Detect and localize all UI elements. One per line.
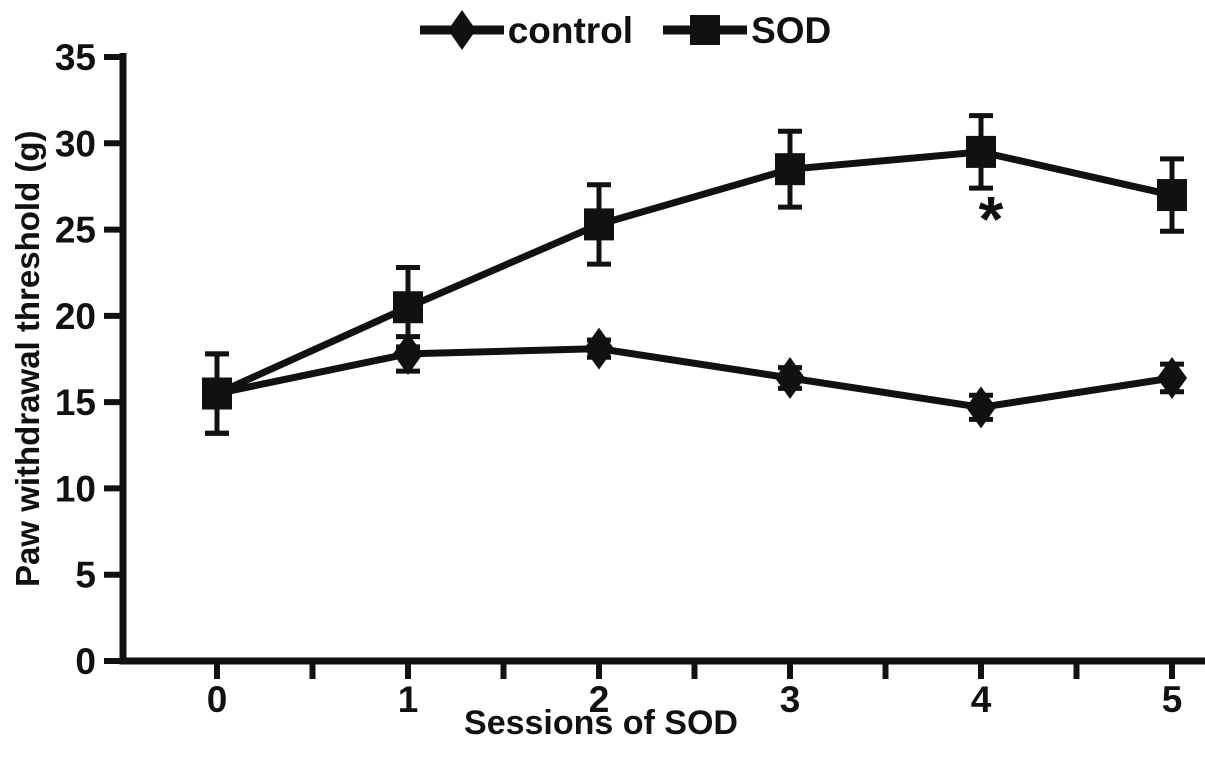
x-axis-title: Sessions of SOD <box>464 704 738 742</box>
marker-SOD <box>202 377 232 410</box>
y-tick-label: 20 <box>55 296 96 337</box>
significance-asterisk: * <box>979 183 1004 255</box>
marker-SOD <box>393 291 423 324</box>
marker-SOD <box>966 135 996 168</box>
marker-control <box>393 332 423 375</box>
legend-label-sod: SOD <box>751 9 832 51</box>
marker-control <box>584 327 614 370</box>
legend: control SOD <box>23 8 1205 52</box>
legend-item-sod: SOD <box>663 8 831 52</box>
x-tick-label: 2 <box>589 679 610 720</box>
y-tick-label: 15 <box>55 382 96 423</box>
x-tick-label: 0 <box>207 679 228 720</box>
marker-control <box>966 386 996 429</box>
x-tick-label: 4 <box>971 679 992 720</box>
series-line-SOD <box>215 148 1173 397</box>
marker-SOD <box>775 153 805 186</box>
x-tick-label: 1 <box>398 679 419 720</box>
y-tick-label: 10 <box>55 468 96 509</box>
y-tick-label: 25 <box>55 210 96 251</box>
legend-label-control: control <box>507 9 634 51</box>
marker-control <box>1157 356 1187 399</box>
marker-SOD <box>1157 179 1187 212</box>
diamond-marker-icon <box>419 10 504 50</box>
marker-control <box>775 356 805 399</box>
y-tick-label: 0 <box>75 641 96 682</box>
series-line-control <box>216 345 1173 411</box>
marker-SOD <box>584 208 614 241</box>
legend-item-control: control <box>419 8 634 52</box>
x-tick-label: 5 <box>1162 679 1183 720</box>
y-tick-label: 30 <box>55 123 96 164</box>
x-tick-label: 3 <box>780 679 801 720</box>
square-marker-icon <box>663 15 748 45</box>
y-tick-label: 35 <box>55 37 96 78</box>
y-tick-label: 5 <box>75 555 96 596</box>
